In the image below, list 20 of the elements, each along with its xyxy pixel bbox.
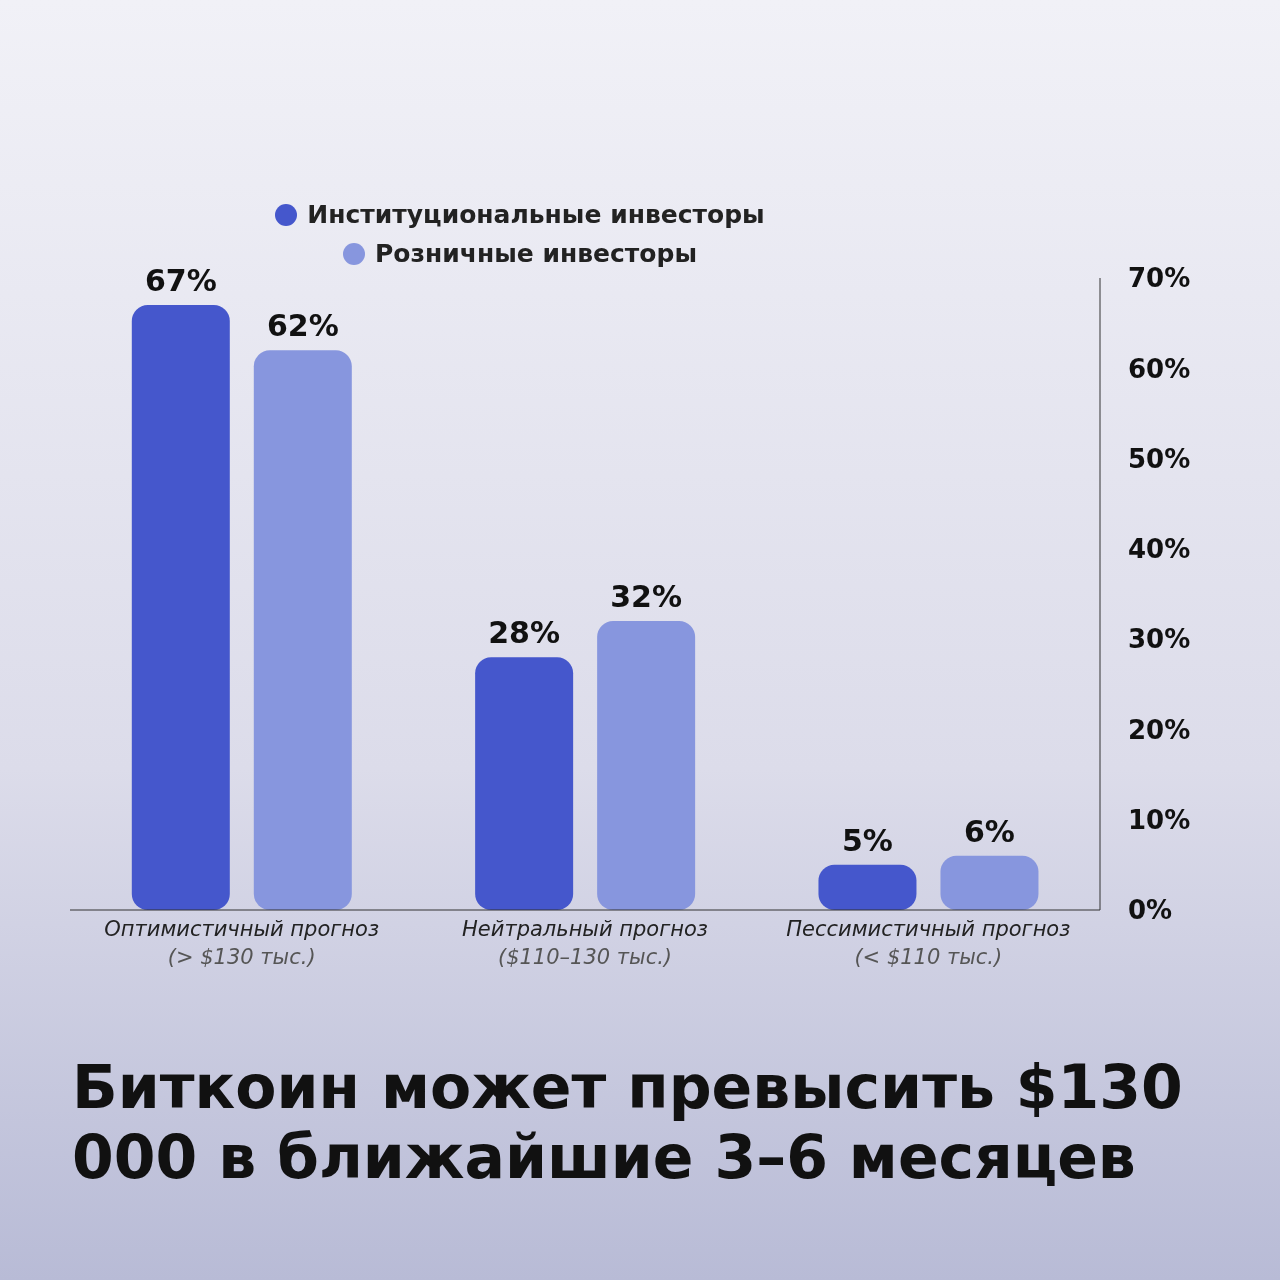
- y-tick-label: 30%: [1128, 624, 1191, 655]
- x-tick-label: Оптимистичный прогноз (> $130 тыс.): [104, 917, 380, 969]
- y-tick-label: 10%: [1128, 804, 1191, 835]
- legend-label: Институциональные инвесторы: [306, 200, 765, 229]
- data-label: 67%: [144, 263, 217, 299]
- y-tick-label: 0%: [1128, 895, 1173, 926]
- x-tick-label: Нейтральный прогноз ($110–130 тыс.): [462, 917, 708, 969]
- legend-label: Розничные инвесторы: [373, 239, 698, 268]
- x-tick-label: Пессимистичный прогноз (< $110 тыс.): [786, 917, 1071, 969]
- y-tick-label: 50%: [1128, 443, 1191, 474]
- y-tick-label: 70%: [1128, 263, 1191, 294]
- text: Биткоин может превысить $130 000 в ближайшие 3–6 месяцев: [72, 1052, 1184, 1192]
- data-label: 32%: [610, 579, 683, 615]
- data-label: 6%: [964, 813, 1015, 849]
- y-tick-label: 60%: [1128, 353, 1191, 384]
- data-label: 28%: [488, 615, 561, 651]
- data-label: 62%: [266, 308, 339, 344]
- y-tick-label: 40%: [1128, 534, 1191, 565]
- data-label: 5%: [842, 822, 893, 858]
- y-tick-label: 20%: [1128, 714, 1191, 745]
